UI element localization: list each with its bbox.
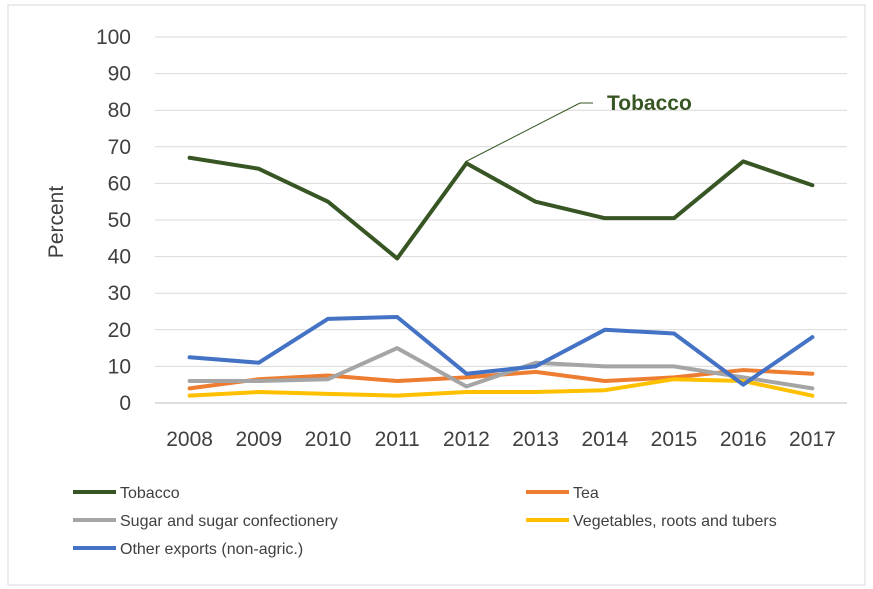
series-lines xyxy=(187,155,815,398)
series-line-tobacco xyxy=(187,155,815,261)
y-tick-label: 30 xyxy=(108,282,131,305)
legend-label: Sugar and sugar confectionery xyxy=(120,513,338,530)
x-tick-label: 2015 xyxy=(651,428,698,451)
gridlines xyxy=(155,36,847,404)
y-tick-label: 100 xyxy=(96,26,131,49)
y-tick-label: 80 xyxy=(108,99,131,122)
legend-label: Tobacco xyxy=(120,485,180,502)
x-tick-label: 2014 xyxy=(581,428,628,451)
chart-border xyxy=(7,4,866,586)
series-line-sugar-and-sugar-confectionery xyxy=(187,346,815,391)
y-tick-label: 10 xyxy=(108,355,131,378)
series-line-vegetables-roots-and-tubers xyxy=(187,377,815,398)
y-axis-label: Percent xyxy=(45,186,68,259)
x-tick-label: 2013 xyxy=(512,428,559,451)
series-line-other-exports-non-agric xyxy=(187,314,815,387)
y-tick-label: 70 xyxy=(108,136,131,159)
annotation-leader-line xyxy=(464,102,581,163)
x-tick-label: 2012 xyxy=(443,428,490,451)
y-tick-label: 50 xyxy=(108,209,131,232)
y-tick-label: 40 xyxy=(108,246,131,269)
y-tick-label: 20 xyxy=(108,319,131,342)
x-tick-label: 2017 xyxy=(789,428,836,451)
y-tick-label: 90 xyxy=(108,63,131,86)
legend-label: Vegetables, roots and tubers xyxy=(573,513,777,530)
y-tick-label: 60 xyxy=(108,172,131,195)
x-tick-label: 2010 xyxy=(305,428,352,451)
legend-label: Tea xyxy=(573,485,599,502)
x-tick-label: 2009 xyxy=(235,428,282,451)
y-tick-label: 0 xyxy=(119,392,131,415)
legend-label: Other exports (non-agric.) xyxy=(120,541,303,558)
annotation: Tobacco xyxy=(464,92,692,163)
x-tick-label: 2011 xyxy=(375,428,420,451)
annotation-label: Tobacco xyxy=(607,92,692,115)
y-axis-ticks: 0 10 20 30 40 50 60 70 80 90 100 xyxy=(96,26,131,415)
x-tick-label: 2016 xyxy=(720,428,767,451)
x-axis-ticks: 2008 2009 2010 2011 2012 2013 2014 2015 2016 2017 xyxy=(166,428,836,451)
x-tick-label: 2008 xyxy=(166,428,213,451)
legend: Tobacco Tea Sugar and sugar confectionery V… xyxy=(73,485,777,558)
